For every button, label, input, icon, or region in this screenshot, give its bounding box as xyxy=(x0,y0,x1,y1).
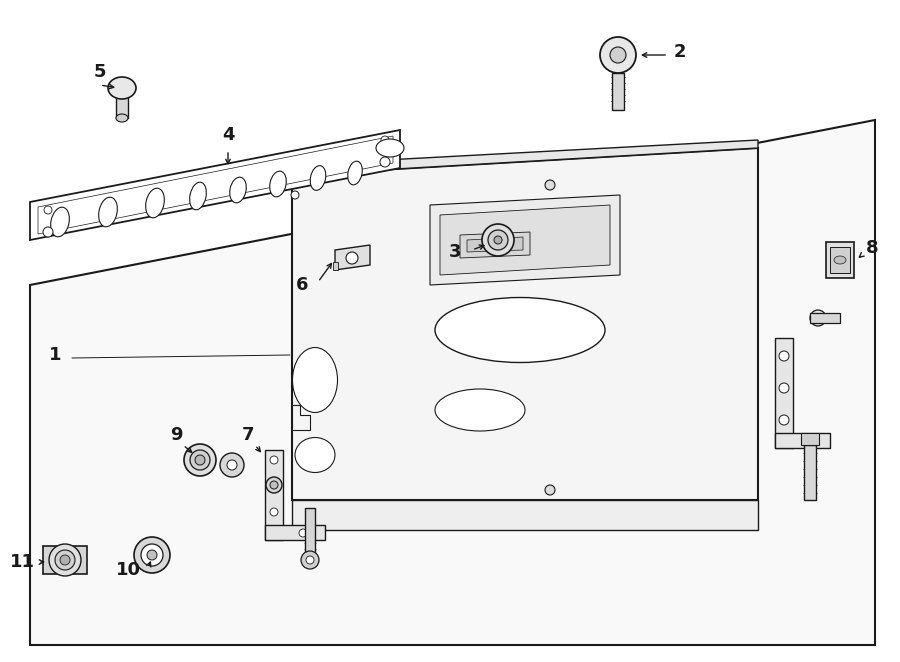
Polygon shape xyxy=(801,433,819,445)
Circle shape xyxy=(482,224,514,256)
Polygon shape xyxy=(810,313,840,323)
Polygon shape xyxy=(30,130,400,240)
Circle shape xyxy=(147,550,157,560)
Circle shape xyxy=(60,555,70,565)
Polygon shape xyxy=(116,88,128,118)
Circle shape xyxy=(381,136,389,144)
Ellipse shape xyxy=(376,139,404,157)
Circle shape xyxy=(380,157,390,167)
Polygon shape xyxy=(292,500,758,530)
Ellipse shape xyxy=(834,256,846,264)
Text: 2: 2 xyxy=(674,43,686,61)
Polygon shape xyxy=(440,205,610,275)
Polygon shape xyxy=(305,508,315,560)
Ellipse shape xyxy=(435,297,605,363)
Ellipse shape xyxy=(116,114,128,122)
Circle shape xyxy=(270,481,278,489)
Polygon shape xyxy=(292,405,310,430)
Circle shape xyxy=(270,456,278,464)
Circle shape xyxy=(299,529,307,537)
Text: 1: 1 xyxy=(49,346,61,364)
Text: 11: 11 xyxy=(10,553,34,571)
Circle shape xyxy=(220,453,244,477)
Ellipse shape xyxy=(310,166,326,191)
Polygon shape xyxy=(265,450,283,540)
Polygon shape xyxy=(804,445,816,500)
Text: 9: 9 xyxy=(170,426,182,444)
Circle shape xyxy=(270,508,278,516)
Circle shape xyxy=(600,37,636,73)
Circle shape xyxy=(134,537,170,573)
Circle shape xyxy=(494,236,502,244)
Polygon shape xyxy=(612,73,624,110)
Text: 10: 10 xyxy=(115,561,140,579)
Polygon shape xyxy=(292,148,758,500)
Circle shape xyxy=(195,455,205,465)
Polygon shape xyxy=(775,433,830,448)
Text: 8: 8 xyxy=(866,239,878,257)
Ellipse shape xyxy=(435,389,525,431)
Text: 6: 6 xyxy=(296,276,308,294)
Circle shape xyxy=(301,551,319,569)
Polygon shape xyxy=(430,195,620,285)
Circle shape xyxy=(306,556,314,564)
Polygon shape xyxy=(830,247,850,273)
Ellipse shape xyxy=(230,177,247,203)
Circle shape xyxy=(266,477,282,493)
Ellipse shape xyxy=(292,348,338,412)
Polygon shape xyxy=(775,338,793,448)
Circle shape xyxy=(43,227,53,237)
Circle shape xyxy=(190,450,210,470)
Circle shape xyxy=(545,485,555,495)
Circle shape xyxy=(141,544,163,566)
Circle shape xyxy=(49,544,81,576)
Ellipse shape xyxy=(146,188,165,218)
Ellipse shape xyxy=(99,197,117,227)
Ellipse shape xyxy=(50,207,69,237)
Ellipse shape xyxy=(108,77,136,99)
Circle shape xyxy=(227,460,237,470)
Circle shape xyxy=(291,191,299,199)
Circle shape xyxy=(779,383,789,393)
Circle shape xyxy=(810,310,826,326)
Ellipse shape xyxy=(270,171,286,197)
Polygon shape xyxy=(265,525,325,540)
Circle shape xyxy=(184,444,216,476)
Text: 3: 3 xyxy=(449,243,461,261)
Polygon shape xyxy=(292,140,758,175)
Text: 5: 5 xyxy=(94,63,106,81)
Circle shape xyxy=(806,437,814,445)
Polygon shape xyxy=(467,237,523,252)
Circle shape xyxy=(779,415,789,425)
Ellipse shape xyxy=(347,161,363,185)
Circle shape xyxy=(44,206,52,214)
Circle shape xyxy=(545,180,555,190)
Text: 4: 4 xyxy=(221,126,234,144)
Ellipse shape xyxy=(190,182,206,210)
Circle shape xyxy=(610,47,626,63)
Circle shape xyxy=(488,230,508,250)
Circle shape xyxy=(346,252,358,264)
Polygon shape xyxy=(335,245,370,270)
Polygon shape xyxy=(826,242,854,278)
Polygon shape xyxy=(333,262,338,270)
Circle shape xyxy=(779,351,789,361)
Polygon shape xyxy=(30,120,875,645)
Polygon shape xyxy=(460,232,530,258)
Ellipse shape xyxy=(295,438,335,473)
Text: 7: 7 xyxy=(242,426,254,444)
Polygon shape xyxy=(43,546,87,574)
Circle shape xyxy=(55,550,75,570)
